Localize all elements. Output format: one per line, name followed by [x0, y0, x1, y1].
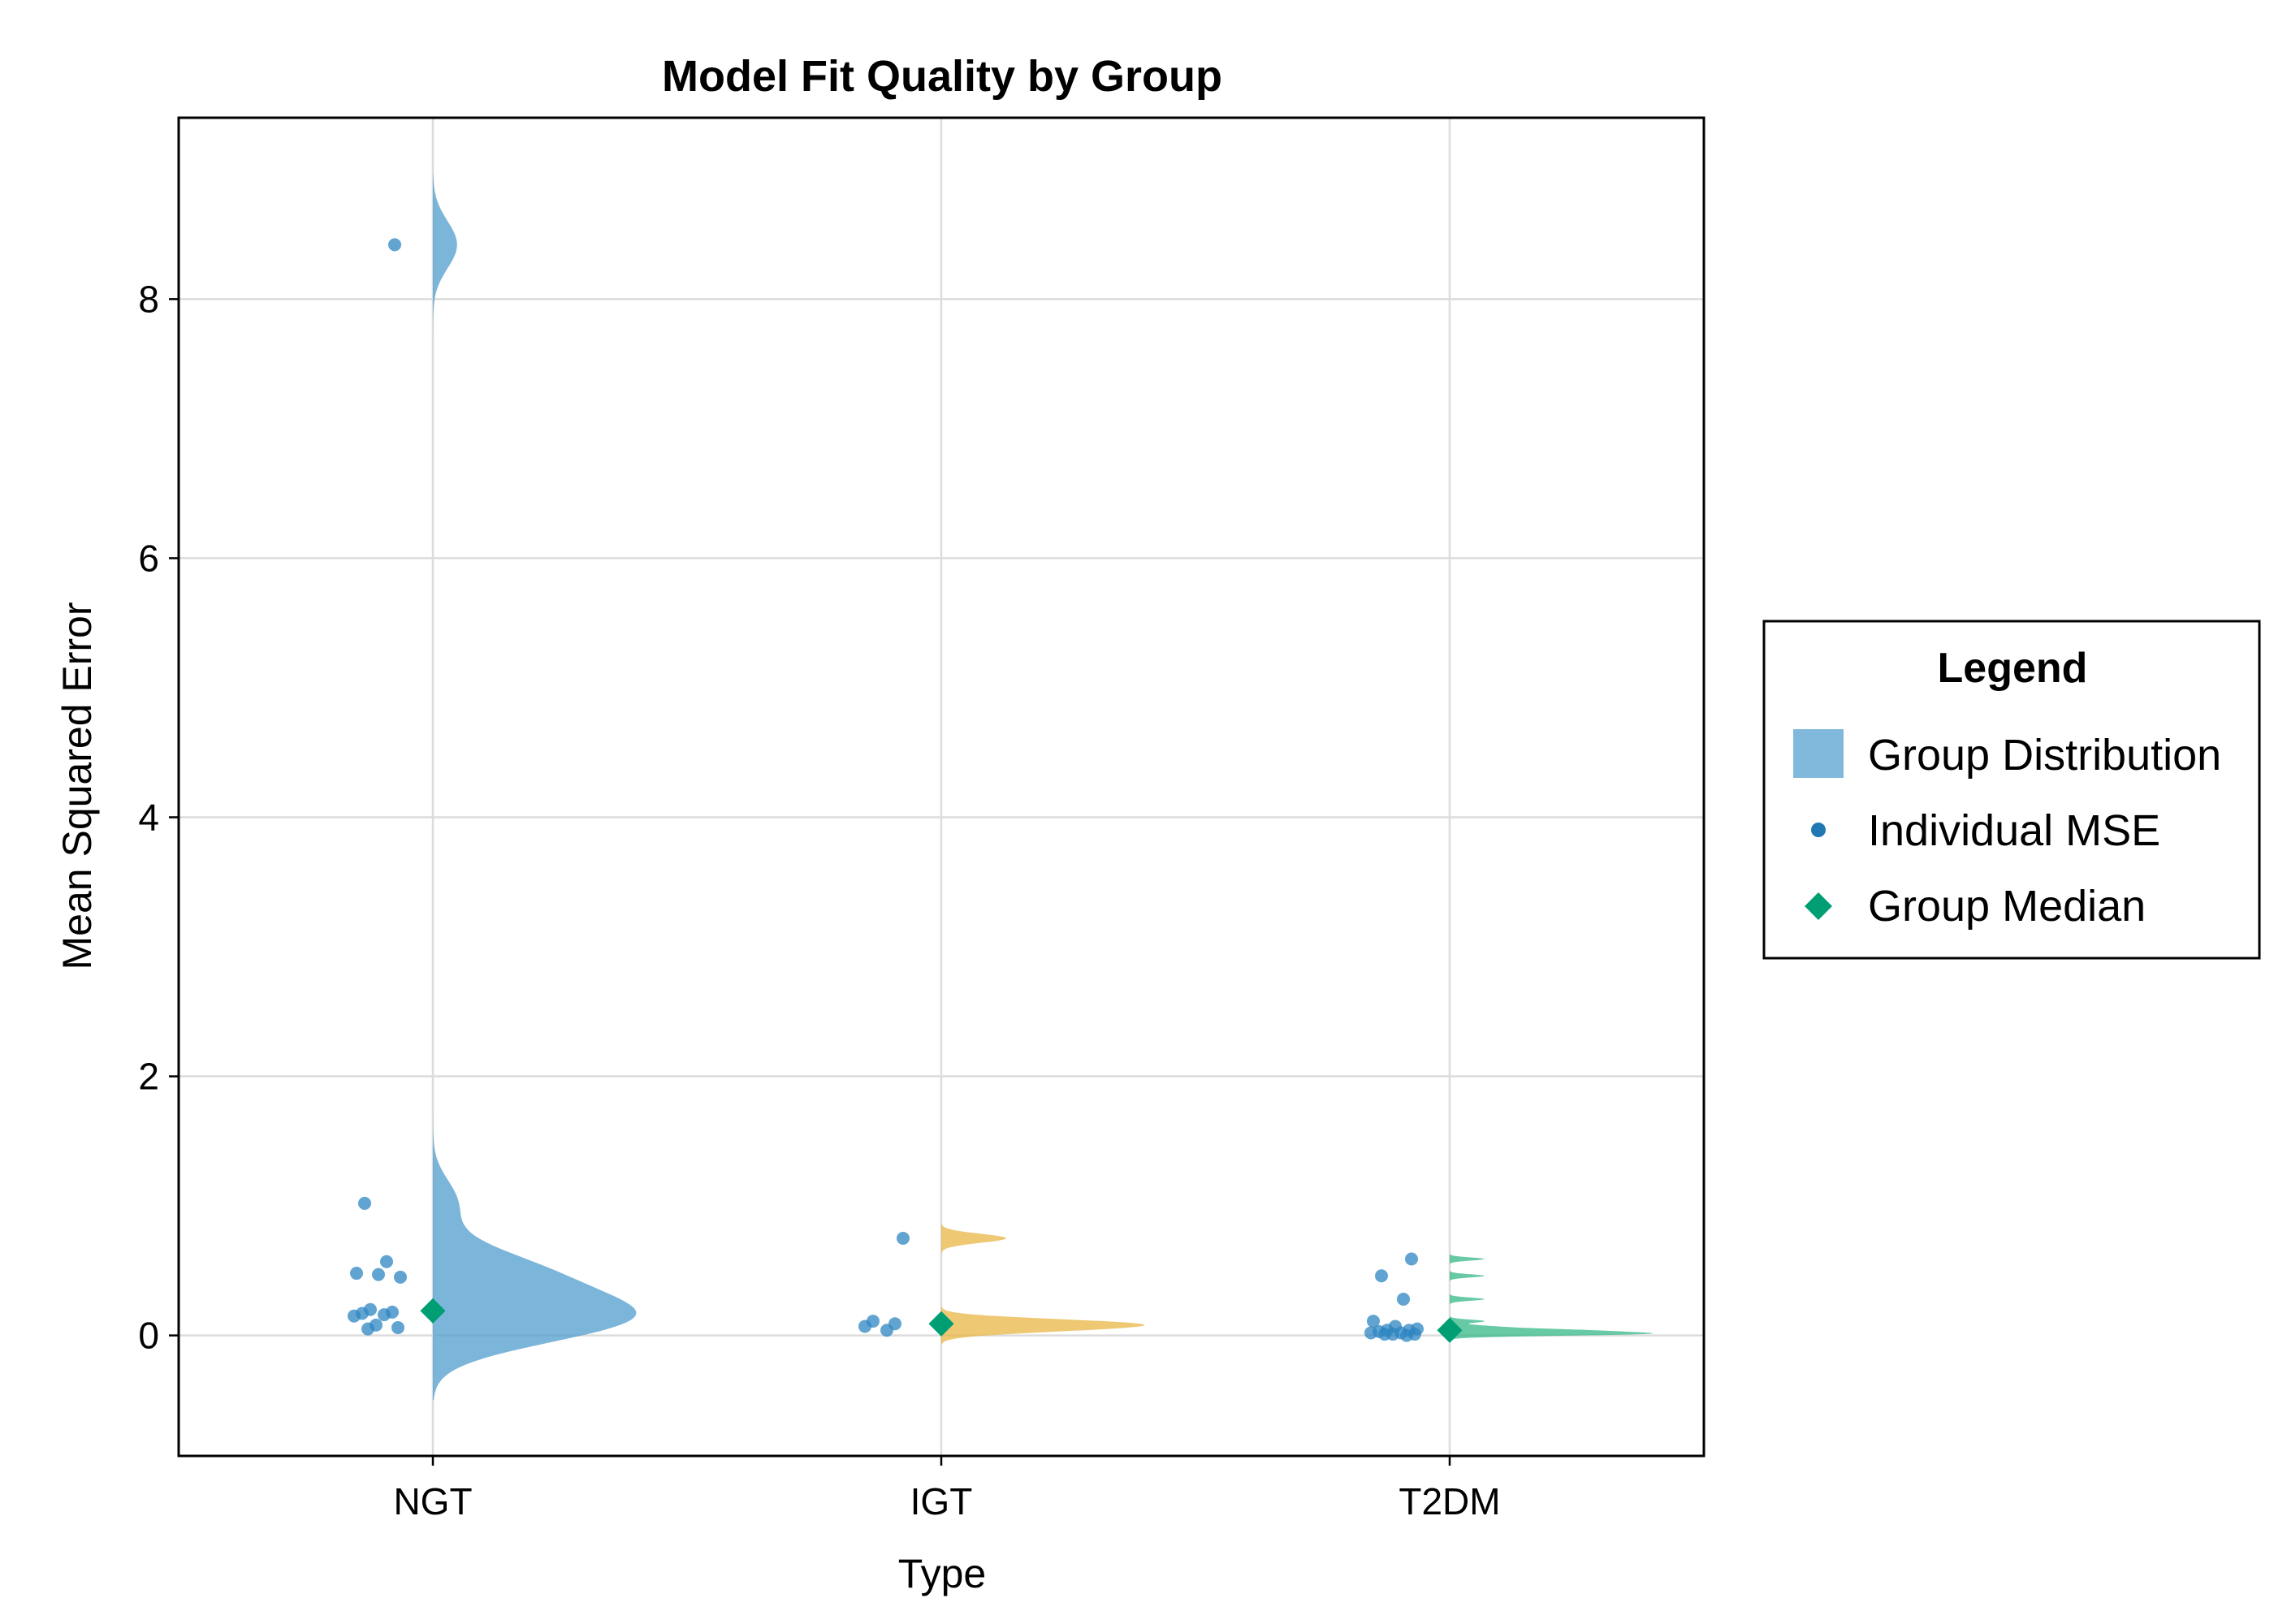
- y-tick-label: 6: [138, 537, 159, 579]
- x-tick-label: T2DM: [1399, 1480, 1500, 1522]
- legend-label-distribution: Group Distribution: [1868, 731, 2221, 780]
- mse-point-t2dm: [1364, 1326, 1377, 1340]
- violin-t2dm: [1450, 1254, 1654, 1341]
- x-axis-label: Type: [898, 1551, 986, 1596]
- x-tick-label: NGT: [393, 1480, 472, 1522]
- mse-point-ngt: [391, 1321, 404, 1335]
- mse-point-ngt: [350, 1267, 363, 1281]
- mse-point-ngt: [388, 238, 401, 252]
- mse-point-igt: [858, 1320, 871, 1333]
- violin-ngt: [433, 173, 637, 1401]
- mse-point-ngt: [378, 1308, 391, 1322]
- mse-point-igt: [897, 1231, 910, 1245]
- legend-label-median: Group Median: [1868, 882, 2146, 931]
- legend-swatch-distribution: [1793, 729, 1844, 778]
- mse-point-t2dm: [1405, 1252, 1418, 1266]
- mse-point-t2dm: [1375, 1269, 1388, 1283]
- legend-title: Legend: [1938, 645, 2088, 692]
- mse-point-t2dm: [1367, 1315, 1380, 1328]
- y-tick-label: 2: [138, 1056, 159, 1098]
- legend-box: [1762, 620, 2261, 960]
- y-tick-label: 0: [138, 1315, 159, 1357]
- mse-point-ngt: [372, 1268, 385, 1281]
- median-t2dm: [1437, 1317, 1463, 1343]
- mse-point-ngt: [348, 1309, 361, 1323]
- y-axis-label: Mean Squared Error: [54, 602, 100, 970]
- mse-point-ngt: [361, 1322, 374, 1336]
- mse-point-t2dm: [1378, 1328, 1391, 1341]
- chart-title: Model Fit Quality by Group: [662, 52, 1222, 101]
- mse-point-ngt: [358, 1196, 371, 1210]
- legend-label-individual-mse: Individual MSE: [1868, 806, 2160, 855]
- mse-point-igt: [880, 1324, 893, 1337]
- legend-marker-individual-mse: [1811, 823, 1826, 837]
- x-tick-label: IGT: [910, 1480, 973, 1522]
- violin-igt: [941, 1224, 1145, 1345]
- y-tick-label: 8: [138, 278, 159, 320]
- individual-mse-points: [348, 238, 1424, 1342]
- axis-ticks: 0 2 4 6 8 NGT IGT T2DM: [138, 278, 1500, 1522]
- legend: Legend Group Distribution Individual MSE…: [1762, 620, 2261, 960]
- mse-point-t2dm: [1397, 1292, 1410, 1306]
- median-igt: [928, 1311, 954, 1337]
- legend-marker-median: [1805, 892, 1832, 920]
- violins: [433, 173, 1654, 1401]
- mse-point-t2dm: [1400, 1328, 1413, 1342]
- mse-point-ngt: [394, 1270, 407, 1284]
- mse-point-ngt: [380, 1255, 393, 1268]
- y-tick-label: 4: [138, 796, 159, 838]
